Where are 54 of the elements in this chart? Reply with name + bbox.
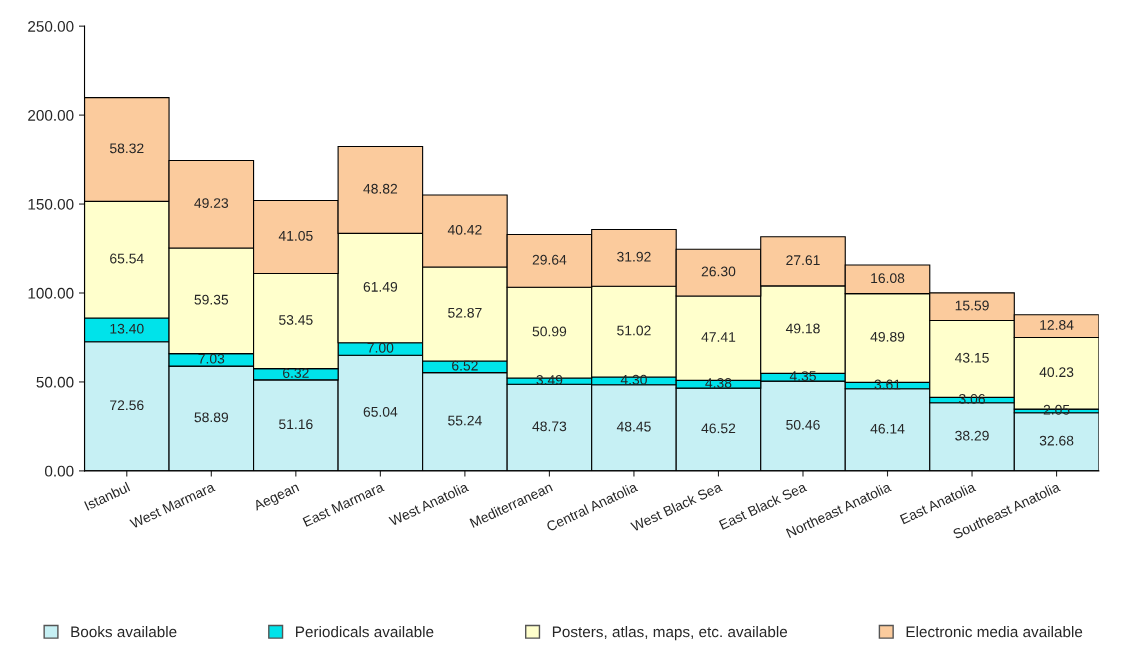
data-label: 4.38 — [705, 378, 732, 388]
data-label: 72.56 — [110, 400, 144, 411]
data-label: 6.52 — [452, 360, 478, 371]
data-label: 49.23 — [194, 198, 229, 208]
data-label: 7.03 — [198, 353, 225, 364]
data-label: 2.05 — [1043, 404, 1070, 415]
data-label: 48.45 — [616, 421, 651, 432]
data-label: 29.64 — [532, 254, 567, 265]
data-label: 53.45 — [279, 314, 313, 325]
data-label: 40.23 — [1039, 367, 1074, 378]
y-tick-label: 200.00 — [28, 109, 74, 121]
data-label: 48.82 — [363, 183, 398, 194]
data-label: 4.35 — [789, 371, 816, 381]
data-label: 15.59 — [955, 300, 989, 311]
data-label: 43.15 — [954, 352, 989, 363]
data-label: 61.49 — [363, 281, 398, 292]
data-label: 58.32 — [109, 143, 144, 154]
data-label: 12.84 — [1040, 320, 1074, 330]
data-label: 6.32 — [283, 368, 309, 378]
data-label: 47.41 — [701, 332, 736, 342]
data-label: 31.92 — [617, 251, 651, 262]
data-label: 65.54 — [110, 253, 144, 264]
data-label: 51.02 — [617, 325, 651, 336]
data-label: 55.24 — [448, 415, 482, 426]
y-tick-label: 250.00 — [28, 21, 74, 32]
data-label: 51.16 — [279, 419, 313, 430]
data-label: 7.00 — [367, 342, 394, 353]
data-label: 59.35 — [194, 294, 229, 305]
y-tick-label: 0.00 — [44, 465, 74, 477]
data-label: 52.87 — [448, 307, 482, 318]
data-label: 41.05 — [278, 230, 313, 241]
y-tick-label: 50.00 — [36, 376, 74, 388]
data-label: 50.46 — [786, 419, 820, 430]
data-label: 38.29 — [955, 430, 989, 441]
legend-label: Posters, atlas, maps, etc. available — [552, 626, 788, 641]
data-label: 46.14 — [870, 423, 905, 434]
data-label: 16.08 — [871, 273, 905, 284]
data-label: 48.73 — [532, 421, 567, 432]
data-label: 32.68 — [1039, 435, 1074, 446]
legend-label: Electronic media available — [906, 626, 1083, 638]
legend-label: Books available — [71, 626, 177, 638]
data-label: 26.30 — [701, 266, 736, 277]
data-label: 27.61 — [786, 255, 820, 266]
y-tick-label: 150.00 — [28, 198, 74, 210]
data-label: 13.40 — [110, 323, 144, 334]
data-label: 46.52 — [701, 423, 736, 434]
legend-label: Periodicals available — [296, 626, 434, 638]
data-label: 49.89 — [870, 331, 905, 342]
data-label: 65.04 — [363, 406, 398, 417]
y-tick-label: 100.00 — [28, 287, 74, 299]
data-label: 50.99 — [532, 326, 567, 337]
data-label: 40.42 — [447, 224, 482, 235]
data-label: 49.18 — [785, 323, 820, 334]
data-label: 58.89 — [194, 412, 229, 423]
